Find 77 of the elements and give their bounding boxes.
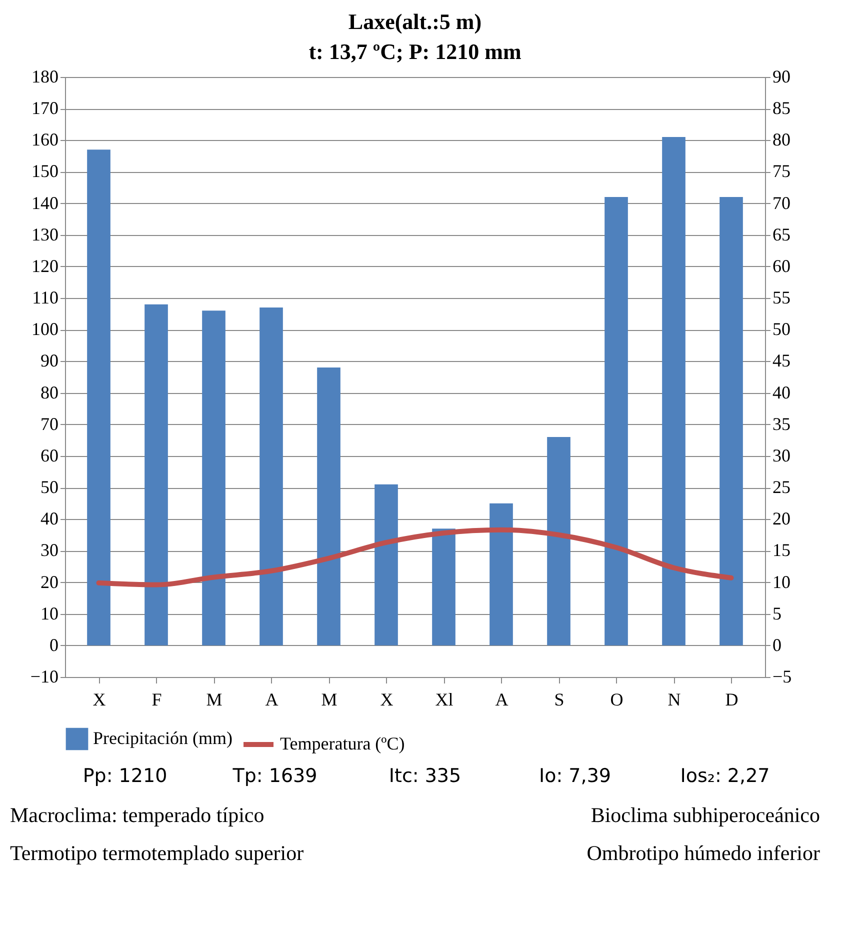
text: Ombrotipo húmedo inferior [586, 841, 820, 865]
x-tick-label: M [206, 690, 222, 710]
y2-tick-label: 5 [772, 603, 782, 624]
text: Bioclima subhiperoceánico [590, 803, 820, 827]
text: Macroclima: temperado típico [10, 803, 264, 827]
text: Io: 7,39 [539, 765, 611, 787]
x-tick-label: D [725, 690, 738, 710]
y-tick-label: 160 [32, 130, 58, 150]
x-tick-label: X [380, 690, 394, 710]
y2-tick-label: 20 [772, 508, 790, 529]
text: Pp: 1210 [82, 765, 168, 787]
legend-label: Precipitación (mm) [93, 728, 232, 748]
y-tick-label: 90 [40, 350, 58, 371]
x-tick-label: Xl [435, 690, 454, 710]
text: Tp: 1639 [232, 765, 318, 787]
y-tick-label: 40 [40, 508, 58, 529]
y-tick-label: 70 [40, 414, 58, 434]
y-tick-label: 50 [40, 477, 58, 498]
y-tick-label: 80 [40, 382, 58, 402]
chart-title: Laxe(alt.:5 m) [348, 9, 482, 34]
y-tick-label: 180 [32, 66, 58, 86]
y2-tick-label: 30 [772, 445, 790, 466]
x-tick-label: O [610, 690, 624, 710]
y-tick-label: 140 [32, 192, 58, 213]
y-tick-label: 130 [32, 224, 58, 244]
x-tick-label: M [321, 690, 338, 710]
x-tick-label: N [668, 690, 681, 710]
text: Ios₂: 2,27 [680, 765, 770, 787]
y2-tick-label: 0 [772, 634, 782, 655]
y-tick-label: −10 [30, 666, 58, 686]
bar [490, 503, 513, 646]
bar [317, 368, 340, 646]
bar [260, 308, 283, 646]
x-tick-label: A [265, 690, 278, 710]
bar [662, 137, 686, 646]
y-tick-label: 170 [32, 98, 58, 118]
y2-tick-label: −5 [772, 666, 792, 686]
y-tick-label: 10 [40, 603, 58, 624]
bar [374, 484, 398, 646]
y-tick-label: 110 [32, 288, 58, 308]
bar [720, 197, 743, 646]
y2-tick-label: 90 [772, 66, 790, 86]
bar [432, 528, 456, 646]
bar [604, 197, 628, 646]
y-tick-label: 150 [32, 161, 58, 182]
y-tick-label: 120 [32, 256, 58, 276]
y2-tick-label: 65 [772, 224, 790, 244]
bar [144, 304, 168, 646]
x-tick-label: S [554, 690, 564, 710]
y-tick-label: 20 [40, 572, 58, 592]
y-tick-label: 30 [40, 540, 58, 560]
chart-subtitle: t: 13,7 ºC; P: 1210 mm [308, 39, 522, 64]
y2-tick-label: 10 [772, 572, 790, 592]
y2-tick-label: 85 [772, 98, 790, 118]
legend-label: Temperatura (ºC) [280, 734, 405, 754]
y2-tick-label: 60 [772, 256, 790, 276]
x-tick-label: X [92, 690, 106, 710]
bar [202, 310, 226, 646]
y-tick-label: 100 [32, 319, 58, 340]
y2-tick-label: 50 [772, 319, 790, 340]
y2-tick-label: 40 [772, 382, 790, 402]
y2-tick-label: 70 [772, 192, 790, 213]
text: Termotipo termotemplado superior [10, 841, 304, 865]
x-tick-label: A [495, 690, 508, 710]
y2-tick-label: 35 [772, 414, 790, 434]
bar [87, 150, 110, 646]
y2-tick-label: 55 [772, 288, 790, 308]
y-tick-label: 0 [50, 634, 58, 655]
y2-tick-label: 25 [772, 477, 790, 498]
y2-tick-label: 45 [772, 350, 790, 371]
y2-tick-label: 80 [772, 130, 790, 150]
y-tick-label: 60 [40, 445, 58, 466]
bar [547, 437, 570, 646]
text: Itc: 335 [388, 765, 462, 787]
x-tick-label: F [152, 690, 162, 710]
y2-tick-label: 75 [772, 161, 790, 182]
y2-tick-label: 15 [772, 540, 790, 560]
